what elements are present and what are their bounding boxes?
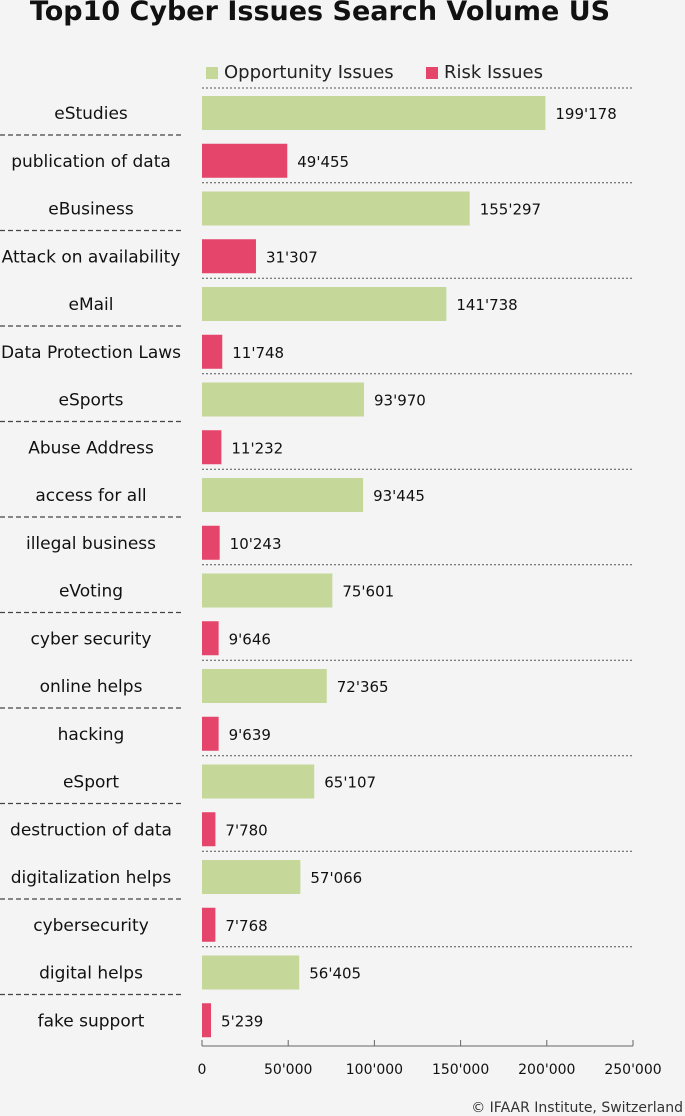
bar <box>202 955 300 990</box>
legend-item-opportunity: Opportunity Issues <box>206 62 394 83</box>
bar <box>202 239 256 274</box>
value-label: 56'405 <box>309 965 361 983</box>
x-tick-label: 250'000 <box>604 1062 661 1078</box>
value-label: 75'601 <box>342 583 394 601</box>
category-label: access for all <box>35 486 146 506</box>
bar <box>202 191 470 226</box>
bar <box>202 716 219 751</box>
category-label: eSports <box>59 391 124 411</box>
value-label: 155'297 <box>480 201 541 219</box>
value-label: 141'738 <box>456 296 517 314</box>
bar <box>202 860 301 894</box>
bar <box>202 907 216 942</box>
bar <box>202 430 222 465</box>
x-tick-label: 0 <box>198 1062 207 1078</box>
category-label: eSport <box>63 773 119 793</box>
value-label: 11'748 <box>232 344 284 362</box>
value-label: 93'445 <box>373 487 425 505</box>
category-label: Data Protection Laws <box>1 343 181 363</box>
bar <box>202 525 220 560</box>
bar <box>202 573 333 608</box>
bar <box>202 764 315 799</box>
category-label: destruction of data <box>10 820 172 840</box>
category-label: cybersecurity <box>33 916 149 936</box>
bar <box>202 1003 212 1038</box>
value-label: 7'768 <box>225 917 267 935</box>
chart-title: Top10 Cyber Issues Search Volume US <box>29 0 611 27</box>
bar <box>202 621 219 656</box>
value-label: 65'107 <box>324 774 376 792</box>
legend-item-risk: Risk Issues <box>426 62 543 83</box>
category-label: online helps <box>40 677 143 697</box>
category-label: cyber security <box>31 629 152 649</box>
value-label: 199'178 <box>555 105 616 123</box>
bar <box>202 287 447 321</box>
x-tick-label: 50'000 <box>264 1062 312 1078</box>
legend-swatch-risk <box>426 66 438 79</box>
legend-swatch-opportunity <box>206 66 218 79</box>
category-label: fake support <box>38 1011 145 1031</box>
value-label: 31'307 <box>266 248 318 266</box>
x-tick-label: 150'000 <box>432 1062 489 1078</box>
bar <box>202 143 288 178</box>
bar <box>202 382 365 417</box>
x-tick-label: 200'000 <box>518 1062 575 1078</box>
value-label: 9'639 <box>229 726 271 744</box>
value-label: 7'780 <box>225 821 267 839</box>
category-label: Abuse Address <box>28 438 154 458</box>
value-label: 9'646 <box>229 630 271 648</box>
category-label: digitalization helps <box>11 868 172 888</box>
value-label: 49'455 <box>297 153 349 171</box>
bar <box>202 96 546 130</box>
category-label: eMail <box>69 295 114 315</box>
category-label: eVoting <box>59 582 123 602</box>
copyright-text: © IFAAR Institute, Switzerland <box>471 1100 683 1116</box>
category-label: eBusiness <box>48 200 134 220</box>
category-label: eStudies <box>54 104 128 124</box>
value-label: 57'066 <box>310 869 362 887</box>
value-label: 10'243 <box>230 535 282 553</box>
bar <box>202 812 216 847</box>
bar <box>202 334 223 369</box>
value-label: 5'239 <box>221 1012 263 1030</box>
value-label: 72'365 <box>337 678 389 696</box>
value-label: 11'232 <box>231 439 283 457</box>
x-tick-label: 100'000 <box>346 1062 403 1078</box>
category-label: hacking <box>58 725 125 745</box>
value-label: 93'970 <box>374 392 426 410</box>
bar <box>202 478 364 512</box>
category-label: illegal business <box>26 534 156 554</box>
bar <box>202 669 327 703</box>
legend-label-risk: Risk Issues <box>444 62 543 83</box>
category-label: digital helps <box>39 964 143 984</box>
category-label: Attack on availability <box>2 247 181 267</box>
legend-label-opportunity: Opportunity Issues <box>224 62 394 83</box>
category-label: publication of data <box>11 152 171 172</box>
